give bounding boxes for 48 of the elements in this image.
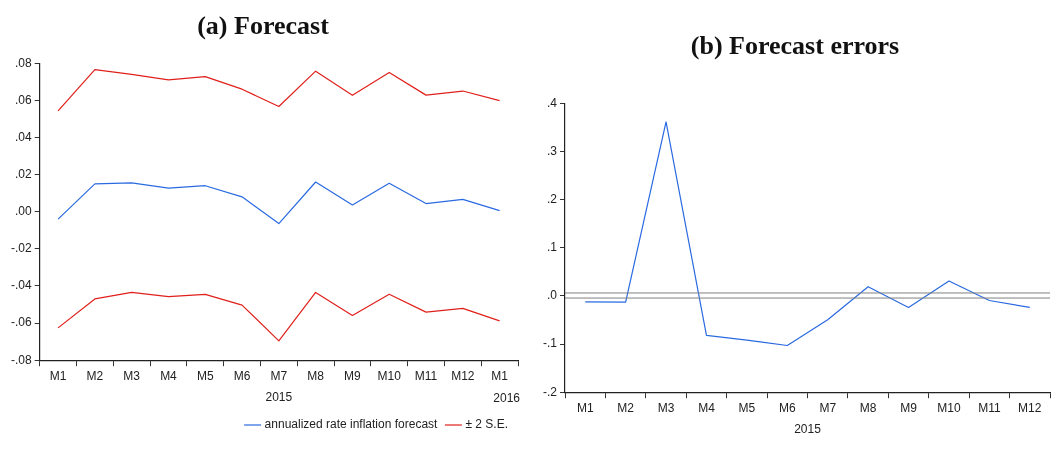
- y-tick-label: .4: [546, 95, 558, 110]
- x-tick-label: M7: [819, 400, 837, 415]
- x-tick-label: M5: [196, 368, 214, 383]
- y-tick-label: .04: [14, 129, 32, 144]
- x-tick-label: M10: [937, 400, 961, 415]
- y-tick-label: .08: [14, 55, 32, 70]
- x-tick-label: M8: [859, 400, 877, 415]
- x-tick-label: M1: [49, 368, 67, 383]
- x-tick-label: M12: [1018, 400, 1042, 415]
- y-tick-label: -.1: [542, 336, 558, 351]
- y-tick-label: -.06: [10, 315, 32, 330]
- y-tick-label: -.2: [542, 384, 558, 399]
- x-tick-label: M2: [617, 400, 635, 415]
- x-tick-label: M3: [657, 400, 675, 415]
- y-tick-label: -.02: [10, 241, 32, 256]
- x-tick-label: M12: [451, 368, 475, 383]
- x-tick-label: M1: [576, 400, 594, 415]
- x-tick-label: M5: [738, 400, 756, 415]
- x-tick-label: M9: [344, 368, 362, 383]
- text: 2016: [493, 391, 521, 406]
- chart-title: (a) Forecast: [197, 11, 330, 41]
- y-tick-label: .0: [546, 288, 558, 303]
- chart-title: (b) Forecast errors: [690, 31, 900, 61]
- y-tick-label: .1: [546, 240, 558, 255]
- y-tick-label: -.08: [10, 352, 32, 367]
- y-tick-label: .2: [546, 191, 558, 206]
- y-tick-label: .02: [14, 166, 32, 181]
- y-tick-label: .06: [14, 92, 32, 107]
- x-tick-label: M11: [978, 400, 1001, 415]
- y-tick-label: .3: [546, 143, 558, 158]
- x-axis-title: 2015: [794, 422, 822, 437]
- y-tick-label: .00: [14, 204, 32, 219]
- y-tick-label: -.04: [10, 278, 32, 293]
- x-tick-label: M3: [123, 368, 141, 383]
- x-tick-label: M8: [307, 368, 325, 383]
- x-tick-label: M9: [900, 400, 918, 415]
- x-tick-label: M10: [377, 368, 402, 383]
- x-tick-label: M2: [86, 368, 104, 383]
- x-tick-label: M4: [698, 400, 716, 415]
- x-tick-label: M6: [233, 368, 251, 383]
- x-tick-label: M11: [414, 368, 438, 383]
- x-axis-title: 2015: [265, 390, 293, 405]
- x-tick-label: M7: [270, 368, 288, 383]
- x-tick-label: M6: [778, 400, 796, 415]
- x-tick-label: M1: [491, 368, 509, 383]
- legend-label: annualized rate inflation forecast: [264, 417, 439, 432]
- legend-label: ± 2 S.E.: [465, 417, 509, 432]
- x-tick-label: M4: [160, 368, 178, 383]
